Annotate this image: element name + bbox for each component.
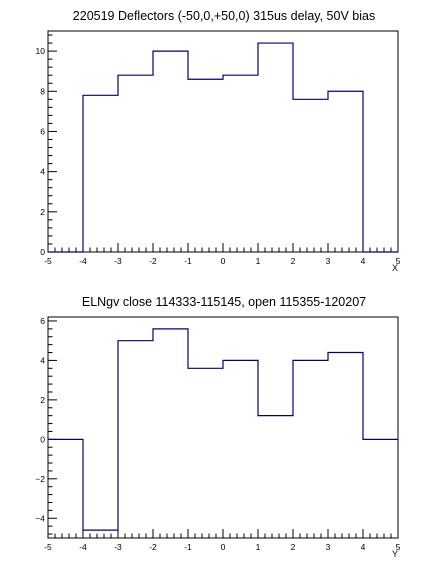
histogram-bin [188, 79, 223, 252]
x-tick-label: -4 [79, 256, 87, 266]
y-axis-label: Y [392, 549, 398, 559]
x-tick-label: 2 [291, 256, 296, 266]
y-tick-label: 6 [40, 316, 45, 326]
y-tick-label: −4 [35, 513, 45, 523]
histogram-bin [188, 368, 223, 439]
x-tick-label: 4 [361, 256, 366, 266]
histogram-bin [328, 91, 363, 252]
y-tick-label: 8 [40, 86, 45, 96]
x-axis-label: X [392, 263, 398, 273]
histogram-bin [83, 439, 118, 530]
histogram-bin [258, 416, 293, 440]
y-tick-label: 2 [40, 207, 45, 217]
x-tick-label: 0 [221, 256, 226, 266]
histogram-bin [293, 360, 328, 439]
y-tick-label: −2 [35, 474, 45, 484]
y-tick-label: 0 [40, 247, 45, 257]
x-tick-label: -2 [149, 542, 157, 552]
x-tick-label: 1 [256, 256, 261, 266]
histogram-bin [83, 95, 118, 252]
x-tick-label: 2 [291, 542, 296, 552]
x-tick-label: -5 [44, 542, 52, 552]
x-tick-label: 0 [221, 542, 226, 552]
x-tick-label: 5 [396, 256, 401, 266]
histogram-bin [328, 353, 363, 440]
histogram-bin [118, 75, 153, 252]
x-tick-label: 1 [256, 542, 261, 552]
y-tick-label: 10 [36, 46, 46, 56]
chart-panel-top: 220519 Deflectors (-50,0,+50,0) 315us de… [36, 9, 401, 273]
y-tick-label: 6 [40, 126, 45, 136]
histogram-bin [223, 75, 258, 252]
histogram-series [48, 42, 398, 253]
x-tick-label: -2 [149, 256, 157, 266]
chart-title: ELNgv close 114333-115145, open 115355-1… [82, 295, 366, 309]
y-tick-label: 2 [40, 395, 45, 405]
x-tick-label: -1 [184, 256, 192, 266]
y-tick-label: 4 [40, 355, 45, 365]
x-tick-label: -3 [114, 256, 122, 266]
y-tick-label: 0 [40, 434, 45, 444]
x-tick-label: -4 [79, 542, 87, 552]
chart-title: 220519 Deflectors (-50,0,+50,0) 315us de… [73, 9, 375, 23]
histogram-bin [153, 329, 188, 440]
histogram-bin [118, 341, 153, 440]
x-tick-label: -1 [184, 542, 192, 552]
histogram-bin [223, 360, 258, 439]
histogram-bin [293, 99, 328, 252]
x-tick-label: 5 [396, 542, 401, 552]
y-tick-label: 4 [40, 167, 45, 177]
histogram-bin [258, 43, 293, 252]
histogram-bin [153, 51, 188, 252]
x-tick-label: 3 [326, 256, 331, 266]
x-tick-label: 4 [361, 542, 366, 552]
x-tick-label: -3 [114, 542, 122, 552]
chart-panel-bottom: ELNgv close 114333-115145, open 115355-1… [35, 295, 400, 559]
x-tick-label: -5 [44, 256, 52, 266]
x-tick-label: 3 [326, 542, 331, 552]
histogram-series [48, 328, 398, 531]
